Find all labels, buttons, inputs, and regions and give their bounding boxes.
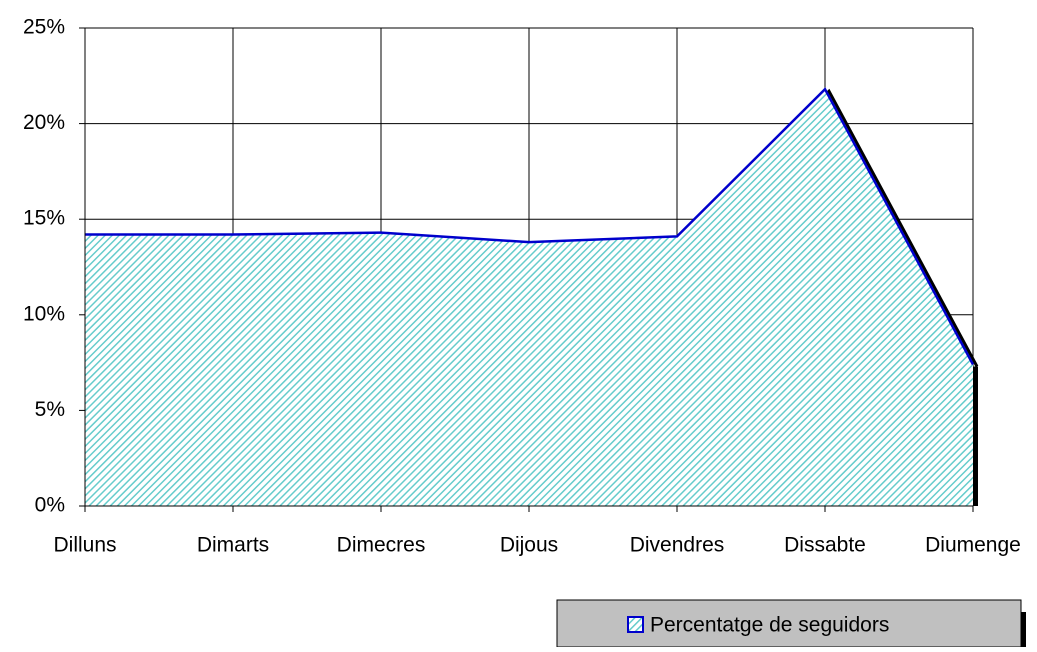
x-tick-label: Dijous (500, 534, 558, 557)
x-tick-label: Dimarts (197, 534, 269, 557)
y-tick-label: 25% (23, 16, 65, 39)
area-fill (85, 89, 973, 507)
x-tick-label: Diumenge (925, 534, 1021, 557)
x-tick-label: Dimecres (337, 534, 426, 557)
legend-label: Percentatge de seguidors (650, 614, 889, 637)
legend-shadow (1021, 612, 1026, 647)
x-tick-label: Divendres (630, 534, 725, 557)
legend-swatch (627, 616, 644, 633)
y-tick-label: 0% (35, 494, 65, 517)
y-tick-label: 5% (35, 398, 65, 421)
x-tick-label: Dilluns (53, 534, 116, 557)
y-tick-label: 20% (23, 111, 65, 134)
y-tick-label: 10% (23, 302, 65, 325)
x-tick-label: Dissabte (784, 534, 866, 557)
area-line (85, 87, 975, 366)
y-tick-label: 15% (23, 207, 65, 230)
area-shadow-edge (973, 366, 978, 506)
